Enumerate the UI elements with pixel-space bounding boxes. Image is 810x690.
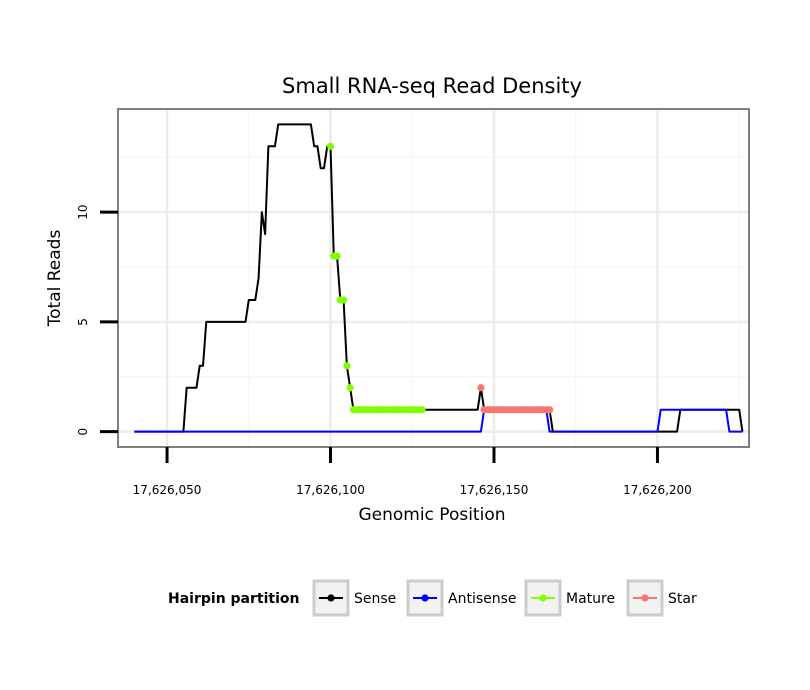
y-tick-label: 5 xyxy=(76,318,90,326)
series-line-antisense xyxy=(134,408,743,433)
series-line-sense xyxy=(134,123,744,433)
x-tick-label: 17,626,200 xyxy=(623,483,692,497)
data-point-mature xyxy=(326,142,335,150)
data-point-star xyxy=(545,406,554,414)
legend-label-mature: Mature xyxy=(566,591,615,607)
x-tick-label: 17,626,100 xyxy=(296,483,365,497)
legend-label-antisense: Antisense xyxy=(448,591,517,607)
legend-key-point xyxy=(539,594,547,602)
legend-key-point xyxy=(327,594,335,602)
legend-key-point xyxy=(641,594,649,602)
data-point-mature xyxy=(343,362,351,370)
series-group xyxy=(134,123,744,433)
legend-items: Sense Antisense Mature Star xyxy=(312,579,697,617)
x-tick-label: 17,626,050 xyxy=(133,483,202,497)
x-axis-title: Genomic Position xyxy=(358,505,505,525)
legend-label-sense: Sense xyxy=(354,591,396,607)
data-point-mature xyxy=(346,384,354,392)
data-point-mature xyxy=(333,252,341,260)
data-point-mature xyxy=(418,406,426,414)
legend: Hairpin partition Sense Antisense Mature St… xyxy=(168,579,697,617)
legend-key-point xyxy=(421,594,429,602)
data-point-mature xyxy=(339,296,348,304)
y-axis-title: Total Reads xyxy=(45,230,65,328)
legend-title: Hairpin partition xyxy=(168,591,299,607)
y-tick-label: 0 xyxy=(76,428,90,436)
chart-title: Small RNA-seq Read Density xyxy=(282,74,582,98)
y-tick-label: 10 xyxy=(76,205,90,220)
axes: 17,626,050 17,626,100 17,626,150 17,626,200… xyxy=(76,205,692,497)
data-point-star xyxy=(477,384,485,392)
panel-border xyxy=(117,108,750,448)
x-tick-label: 17,626,150 xyxy=(460,483,529,497)
legend-label-star: Star xyxy=(668,591,697,607)
